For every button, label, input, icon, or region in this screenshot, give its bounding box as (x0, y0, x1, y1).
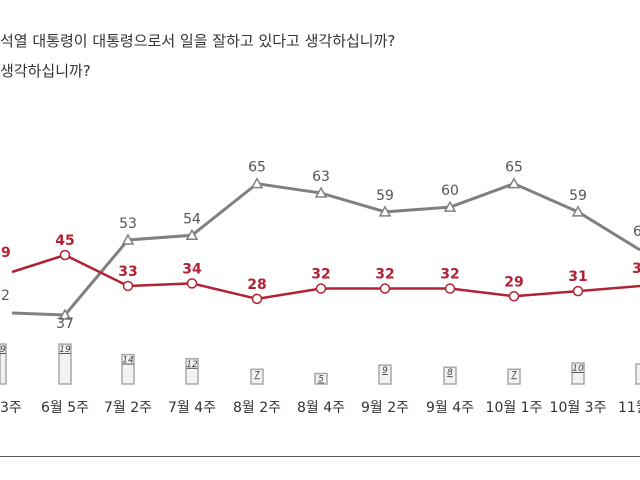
negative-triangle-marker (378, 205, 392, 217)
negative-triangle-marker (250, 177, 264, 189)
negative-triangle-marker (314, 186, 328, 198)
negative-triangle-marker (571, 205, 585, 217)
positive-circle-marker (59, 249, 71, 261)
positive-data-label: 3 (632, 261, 640, 277)
other-bar (185, 358, 199, 385)
question-line-1: 석열 대통령이 대통령으로서 일을 잘하고 있다고 생각하십니까? (0, 32, 396, 50)
positive-data-label: 29 (504, 274, 523, 290)
other-bar (378, 364, 392, 385)
negative-series-line (11, 182, 640, 317)
question-line-2: 생각하십니까? (0, 62, 91, 80)
negative-data-label: 60 (441, 183, 459, 199)
other-bar (443, 366, 457, 385)
positive-circle-marker (251, 293, 263, 305)
positive-data-label: 32 (311, 267, 330, 283)
negative-data-label: 63 (312, 169, 330, 185)
x-axis-tick-label: 8월 2주 (233, 400, 281, 416)
other-bar (314, 372, 328, 385)
positive-data-label: 33 (118, 264, 137, 280)
other-data-label: 10 (572, 364, 584, 374)
positive-circle-marker (122, 280, 134, 292)
negative-data-label: 65 (505, 160, 523, 176)
positive-data-label: 28 (247, 277, 266, 293)
negative-triangle-marker (58, 308, 72, 320)
other-bars (0, 343, 640, 385)
x-axis-tick-label: 7월 4주 (168, 400, 216, 416)
other-data-label: 14 (122, 356, 134, 366)
other-bar (121, 353, 135, 385)
positive-circle-marker (186, 278, 198, 289)
negative-triangle-marker (443, 200, 457, 212)
positive-data-label: 32 (375, 267, 394, 283)
negative-data-label: 2 (1, 288, 10, 304)
other-data-label: 7 (254, 370, 260, 380)
other-bar (250, 368, 264, 385)
positive-circle-marker (379, 283, 391, 294)
bottom-frame-line (0, 456, 640, 457)
x-axis-tick-label: 10월 3주 (550, 400, 607, 416)
other-data-label: 19 (59, 345, 71, 355)
other-bar (507, 368, 521, 385)
other-data-label: 8 (447, 368, 453, 378)
x-axis-tick-label: 7월 2주 (104, 400, 152, 416)
negative-data-label: 59 (376, 188, 394, 204)
other-bar (571, 362, 585, 385)
x-axis-tick-label: 3주 (0, 400, 22, 416)
negative-data-label: 65 (248, 160, 266, 176)
x-axis-tick-label: 8월 4주 (297, 400, 345, 416)
other-bar (0, 343, 7, 385)
other-bar (635, 363, 640, 385)
x-axis-tick-label: 6월 5주 (41, 400, 89, 416)
negative-triangle-marker (507, 177, 521, 189)
positive-data-label: 31 (568, 269, 587, 285)
x-axis-tick-label: 11월 (618, 400, 640, 416)
negative-triangle-marker (185, 228, 199, 241)
other-data-label: 9 (0, 345, 6, 355)
x-axis-tick-label: 10월 1주 (486, 400, 543, 416)
negative-data-label: 37 (56, 316, 74, 332)
negative-data-label: 59 (569, 188, 587, 204)
other-bar (58, 343, 72, 385)
positive-circle-marker (508, 291, 520, 302)
x-axis-tick-label: 9월 2주 (361, 400, 409, 416)
positive-circle-marker (572, 285, 584, 297)
positive-circle-marker (315, 283, 327, 294)
other-data-label: 9 (382, 366, 388, 376)
other-data-label: 7 (511, 370, 517, 380)
series-lines (11, 182, 640, 317)
x-axis-labels: 3주 6월 5주 7월 2주 7월 4주 8월 2주 8월 4주 9월 2주 9월 4주 10월… (0, 400, 640, 416)
positive-data-label: 32 (440, 267, 459, 283)
negative-data-label: 53 (119, 216, 137, 232)
series-markers (58, 177, 585, 320)
positive-data-label: 34 (182, 261, 202, 277)
positive-data-label: 9 (1, 245, 11, 261)
other-data-label: 5 (318, 375, 324, 385)
negative-triangle-marker (121, 233, 135, 245)
positive-circle-marker (444, 283, 456, 294)
positive-data-label: 45 (55, 233, 74, 249)
negative-data-label: 54 (183, 211, 201, 227)
other-data-label: 12 (186, 360, 198, 370)
x-axis-tick-label: 9월 4주 (426, 400, 474, 416)
negative-data-label: 6 (633, 224, 640, 240)
